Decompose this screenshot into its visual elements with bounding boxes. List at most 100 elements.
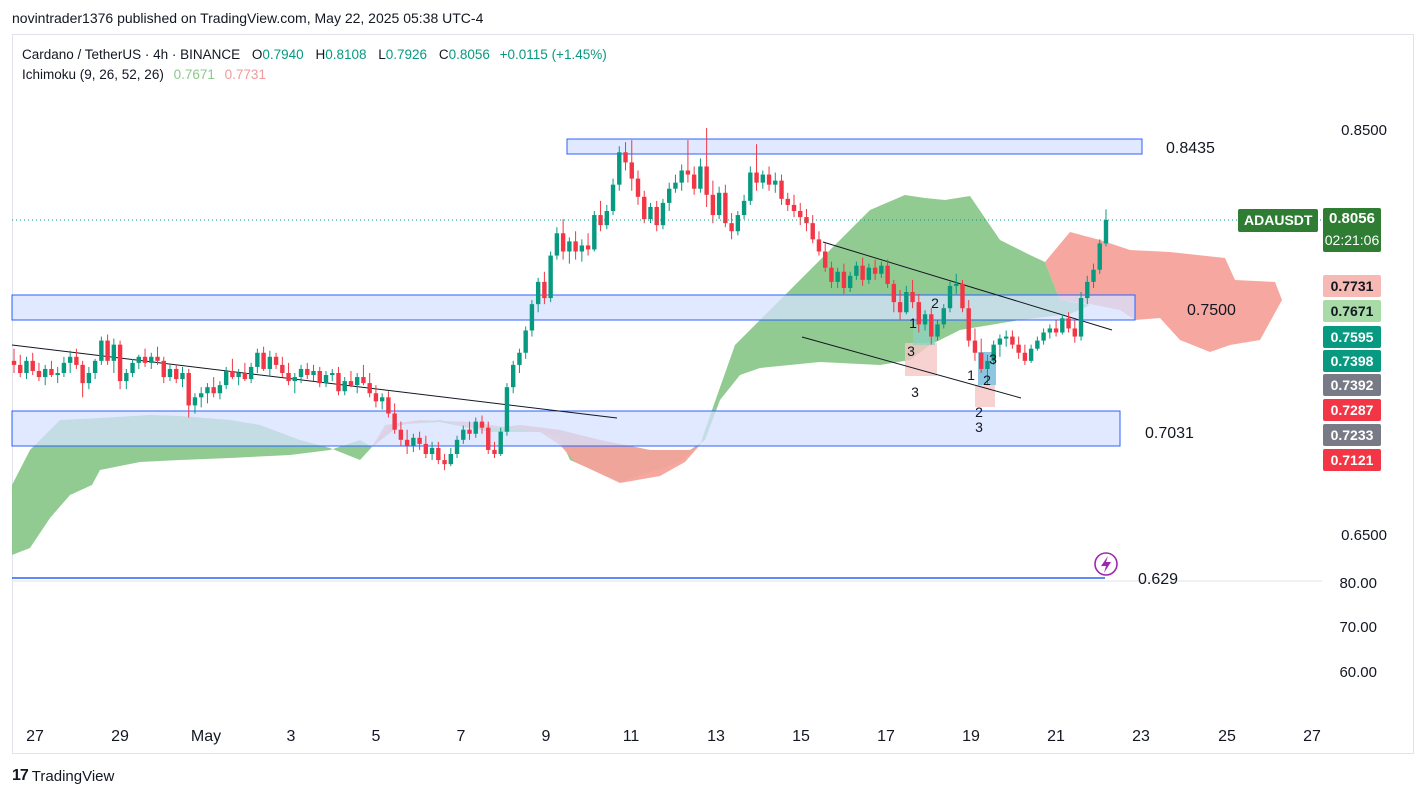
candle-body	[117, 344, 123, 382]
secondary-axis-tick: 70.00	[1339, 619, 1377, 636]
candle	[804, 208, 809, 232]
candle-body	[161, 360, 166, 378]
candle-body	[1010, 336, 1015, 345]
candle	[660, 198, 666, 230]
candle-body	[1085, 281, 1090, 299]
tradingview-logo-icon[interactable]: 17	[12, 767, 29, 784]
bar-countdown: 02:21:06	[1324, 232, 1380, 248]
candle	[979, 338, 984, 373]
zone-0.7031	[11, 410, 1121, 447]
chart-legend: Cardano / TetherUS · 4h · BINANCE O0.794…	[22, 45, 607, 85]
candle-body	[1053, 328, 1059, 333]
price-axis-tick: 0.6500	[1341, 527, 1387, 544]
candle-body	[348, 381, 354, 386]
price-tag: 0.7595	[1323, 326, 1381, 348]
candle	[879, 261, 884, 278]
candle-body	[30, 360, 35, 371]
cloud-bullish-1	[12, 415, 372, 575]
candle	[904, 285, 909, 315]
candle	[560, 219, 566, 260]
candle	[716, 186, 722, 220]
candle-body	[829, 267, 834, 282]
candle-body	[660, 202, 666, 226]
candle	[667, 182, 672, 211]
candle-body	[43, 368, 48, 378]
candle	[311, 364, 316, 382]
candle-body	[155, 356, 160, 361]
legend-indicator[interactable]: Ichimoku (9, 26, 52, 26)	[22, 67, 164, 82]
candle	[11, 348, 17, 373]
candle-body	[454, 439, 460, 454]
candle-body	[785, 198, 790, 205]
time-axis-tick: 5	[372, 728, 381, 745]
candle-body	[897, 302, 903, 313]
candle	[785, 192, 790, 211]
legend-symbol[interactable]: Cardano / TetherUS · 4h · BINANCE	[22, 47, 241, 62]
candle	[1016, 336, 1021, 359]
candle	[985, 354, 990, 386]
cloud-bullish-2	[372, 195, 1090, 482]
candle	[748, 166, 753, 205]
last-price: 0.8056	[1329, 210, 1375, 227]
candle	[847, 271, 853, 292]
candle	[966, 300, 971, 347]
candle	[723, 184, 728, 228]
candle-body	[854, 265, 859, 276]
legend-low: 0.7926	[385, 47, 428, 62]
candle-body	[685, 170, 691, 175]
lightning-icon[interactable]	[1094, 552, 1118, 576]
candle-body	[286, 373, 291, 382]
candle-body	[211, 387, 216, 394]
candle-body	[199, 393, 204, 398]
candle	[766, 166, 772, 191]
candle	[617, 146, 622, 191]
candle-body	[610, 184, 616, 211]
candle	[43, 364, 48, 386]
candle-body	[74, 356, 79, 365]
candle	[461, 425, 466, 444]
candle	[361, 364, 366, 386]
candle	[779, 174, 784, 205]
legend-o-label: O	[251, 47, 263, 62]
candle	[230, 358, 235, 380]
candle-body	[267, 356, 273, 369]
candle	[710, 180, 716, 224]
candle	[379, 393, 385, 410]
candle-body	[292, 377, 297, 382]
candle	[997, 334, 1003, 357]
candle-body	[648, 206, 653, 220]
candle	[854, 261, 859, 280]
candle-body	[748, 172, 753, 201]
candle	[897, 289, 903, 321]
candle-body	[954, 283, 959, 286]
candle	[404, 429, 410, 454]
candle-body	[223, 370, 229, 386]
candle	[142, 348, 148, 367]
candle-body	[149, 356, 154, 363]
candle-body	[248, 366, 254, 380]
candle-body	[1041, 332, 1046, 341]
candle	[704, 127, 709, 207]
footer-brand[interactable]: TradingView	[31, 767, 115, 785]
candle	[798, 202, 803, 226]
candle-body	[1066, 318, 1071, 329]
price-tag: 0.7671	[1323, 300, 1381, 322]
candle	[991, 340, 996, 365]
candle-body	[985, 360, 990, 369]
time-axis-tick: 27	[1303, 728, 1321, 745]
candle	[866, 263, 872, 284]
candle-body	[922, 314, 928, 325]
candle	[835, 267, 840, 288]
candle	[479, 415, 485, 434]
candle-body	[929, 314, 934, 337]
candle-body	[679, 170, 684, 183]
candle	[273, 352, 279, 369]
candle-body	[554, 233, 560, 256]
candle-body	[136, 356, 141, 363]
candle-body	[654, 206, 659, 226]
candle-body	[1060, 318, 1065, 333]
candle	[392, 403, 397, 434]
secondary-axis-tick: 60.00	[1339, 664, 1377, 681]
price-tag: 0.7287	[1323, 399, 1381, 421]
